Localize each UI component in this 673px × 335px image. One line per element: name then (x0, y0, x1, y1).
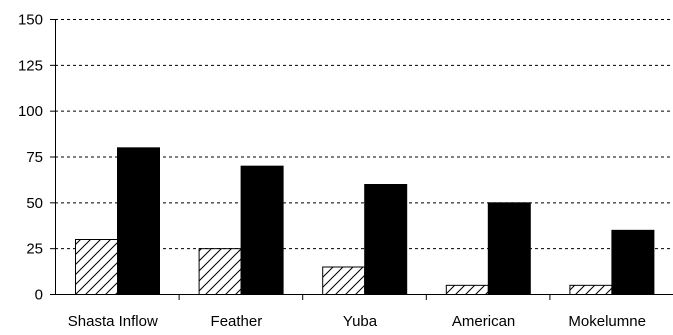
axes (50, 19, 673, 300)
bar-american-solid (487, 202, 531, 295)
y-tick-label: 75 (26, 149, 43, 166)
bar-american-hatched (445, 284, 489, 296)
bar-feather-solid (240, 165, 284, 295)
x-category-labels: Shasta Inflow Feather Yuba American Mokelumn… (68, 313, 646, 330)
x-category-label: American (452, 313, 515, 330)
bar-shasta-inflow-hatched (75, 239, 118, 295)
x-category-label: Feather (211, 313, 263, 330)
x-category-label: Mokelumne (568, 313, 646, 330)
y-tick-label: 125 (18, 57, 43, 74)
bars (75, 147, 655, 296)
y-tick-label: 100 (18, 103, 43, 120)
bar-yuba-hatched (322, 266, 366, 295)
bar-yuba-solid (364, 184, 408, 295)
bar-mokelumne-solid (611, 229, 655, 295)
bar-shasta-inflow-solid (117, 147, 160, 295)
y-tick-label: 150 (18, 12, 43, 29)
y-tick-label: 50 (26, 195, 43, 212)
bar-mokelumne-hatched (569, 284, 613, 296)
y-tick-label: 25 (26, 241, 43, 258)
y-tick-labels: 0 25 50 75 100 125 150 (18, 12, 43, 304)
x-category-label: Yuba (343, 313, 378, 330)
bar-feather-hatched (198, 248, 242, 296)
y-tick-label: 0 (35, 287, 43, 304)
x-category-label: Shasta Inflow (68, 313, 158, 330)
